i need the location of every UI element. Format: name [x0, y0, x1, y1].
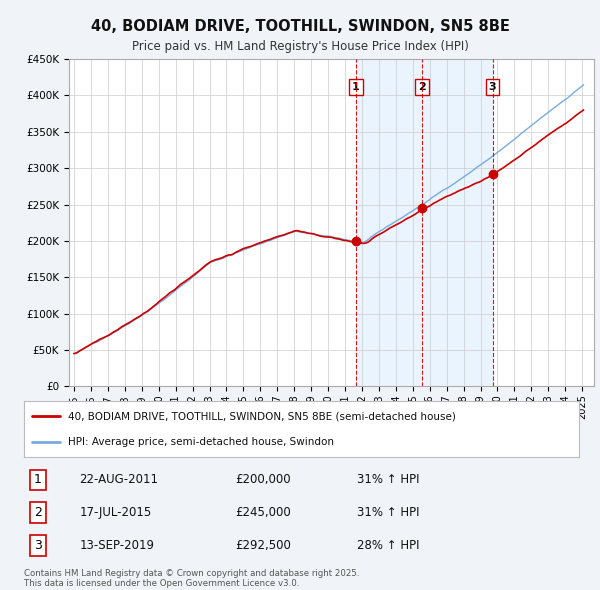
Text: 13-SEP-2019: 13-SEP-2019	[79, 539, 155, 552]
Text: 28% ↑ HPI: 28% ↑ HPI	[357, 539, 419, 552]
Text: 1: 1	[352, 82, 360, 92]
Bar	[356, 59, 493, 386]
Text: 22-AUG-2011: 22-AUG-2011	[79, 473, 158, 486]
Text: £200,000: £200,000	[235, 473, 290, 486]
Text: 2: 2	[34, 506, 42, 519]
Text: 40, BODIAM DRIVE, TOOTHILL, SWINDON, SN5 8BE (semi-detached house): 40, BODIAM DRIVE, TOOTHILL, SWINDON, SN5…	[68, 411, 456, 421]
Text: 40, BODIAM DRIVE, TOOTHILL, SWINDON, SN5 8BE: 40, BODIAM DRIVE, TOOTHILL, SWINDON, SN5…	[91, 19, 509, 34]
Text: 17-JUL-2015: 17-JUL-2015	[79, 506, 152, 519]
Text: 1: 1	[34, 473, 42, 486]
Text: £292,500: £292,500	[235, 539, 291, 552]
Text: 3: 3	[489, 82, 496, 92]
Text: £245,000: £245,000	[235, 506, 290, 519]
Text: 2: 2	[418, 82, 426, 92]
Text: HPI: Average price, semi-detached house, Swindon: HPI: Average price, semi-detached house,…	[68, 437, 334, 447]
Text: Contains HM Land Registry data © Crown copyright and database right 2025.
This d: Contains HM Land Registry data © Crown c…	[24, 569, 359, 588]
Text: Price paid vs. HM Land Registry's House Price Index (HPI): Price paid vs. HM Land Registry's House …	[131, 40, 469, 53]
Text: 31% ↑ HPI: 31% ↑ HPI	[357, 473, 419, 486]
Text: 31% ↑ HPI: 31% ↑ HPI	[357, 506, 419, 519]
Text: 3: 3	[34, 539, 42, 552]
